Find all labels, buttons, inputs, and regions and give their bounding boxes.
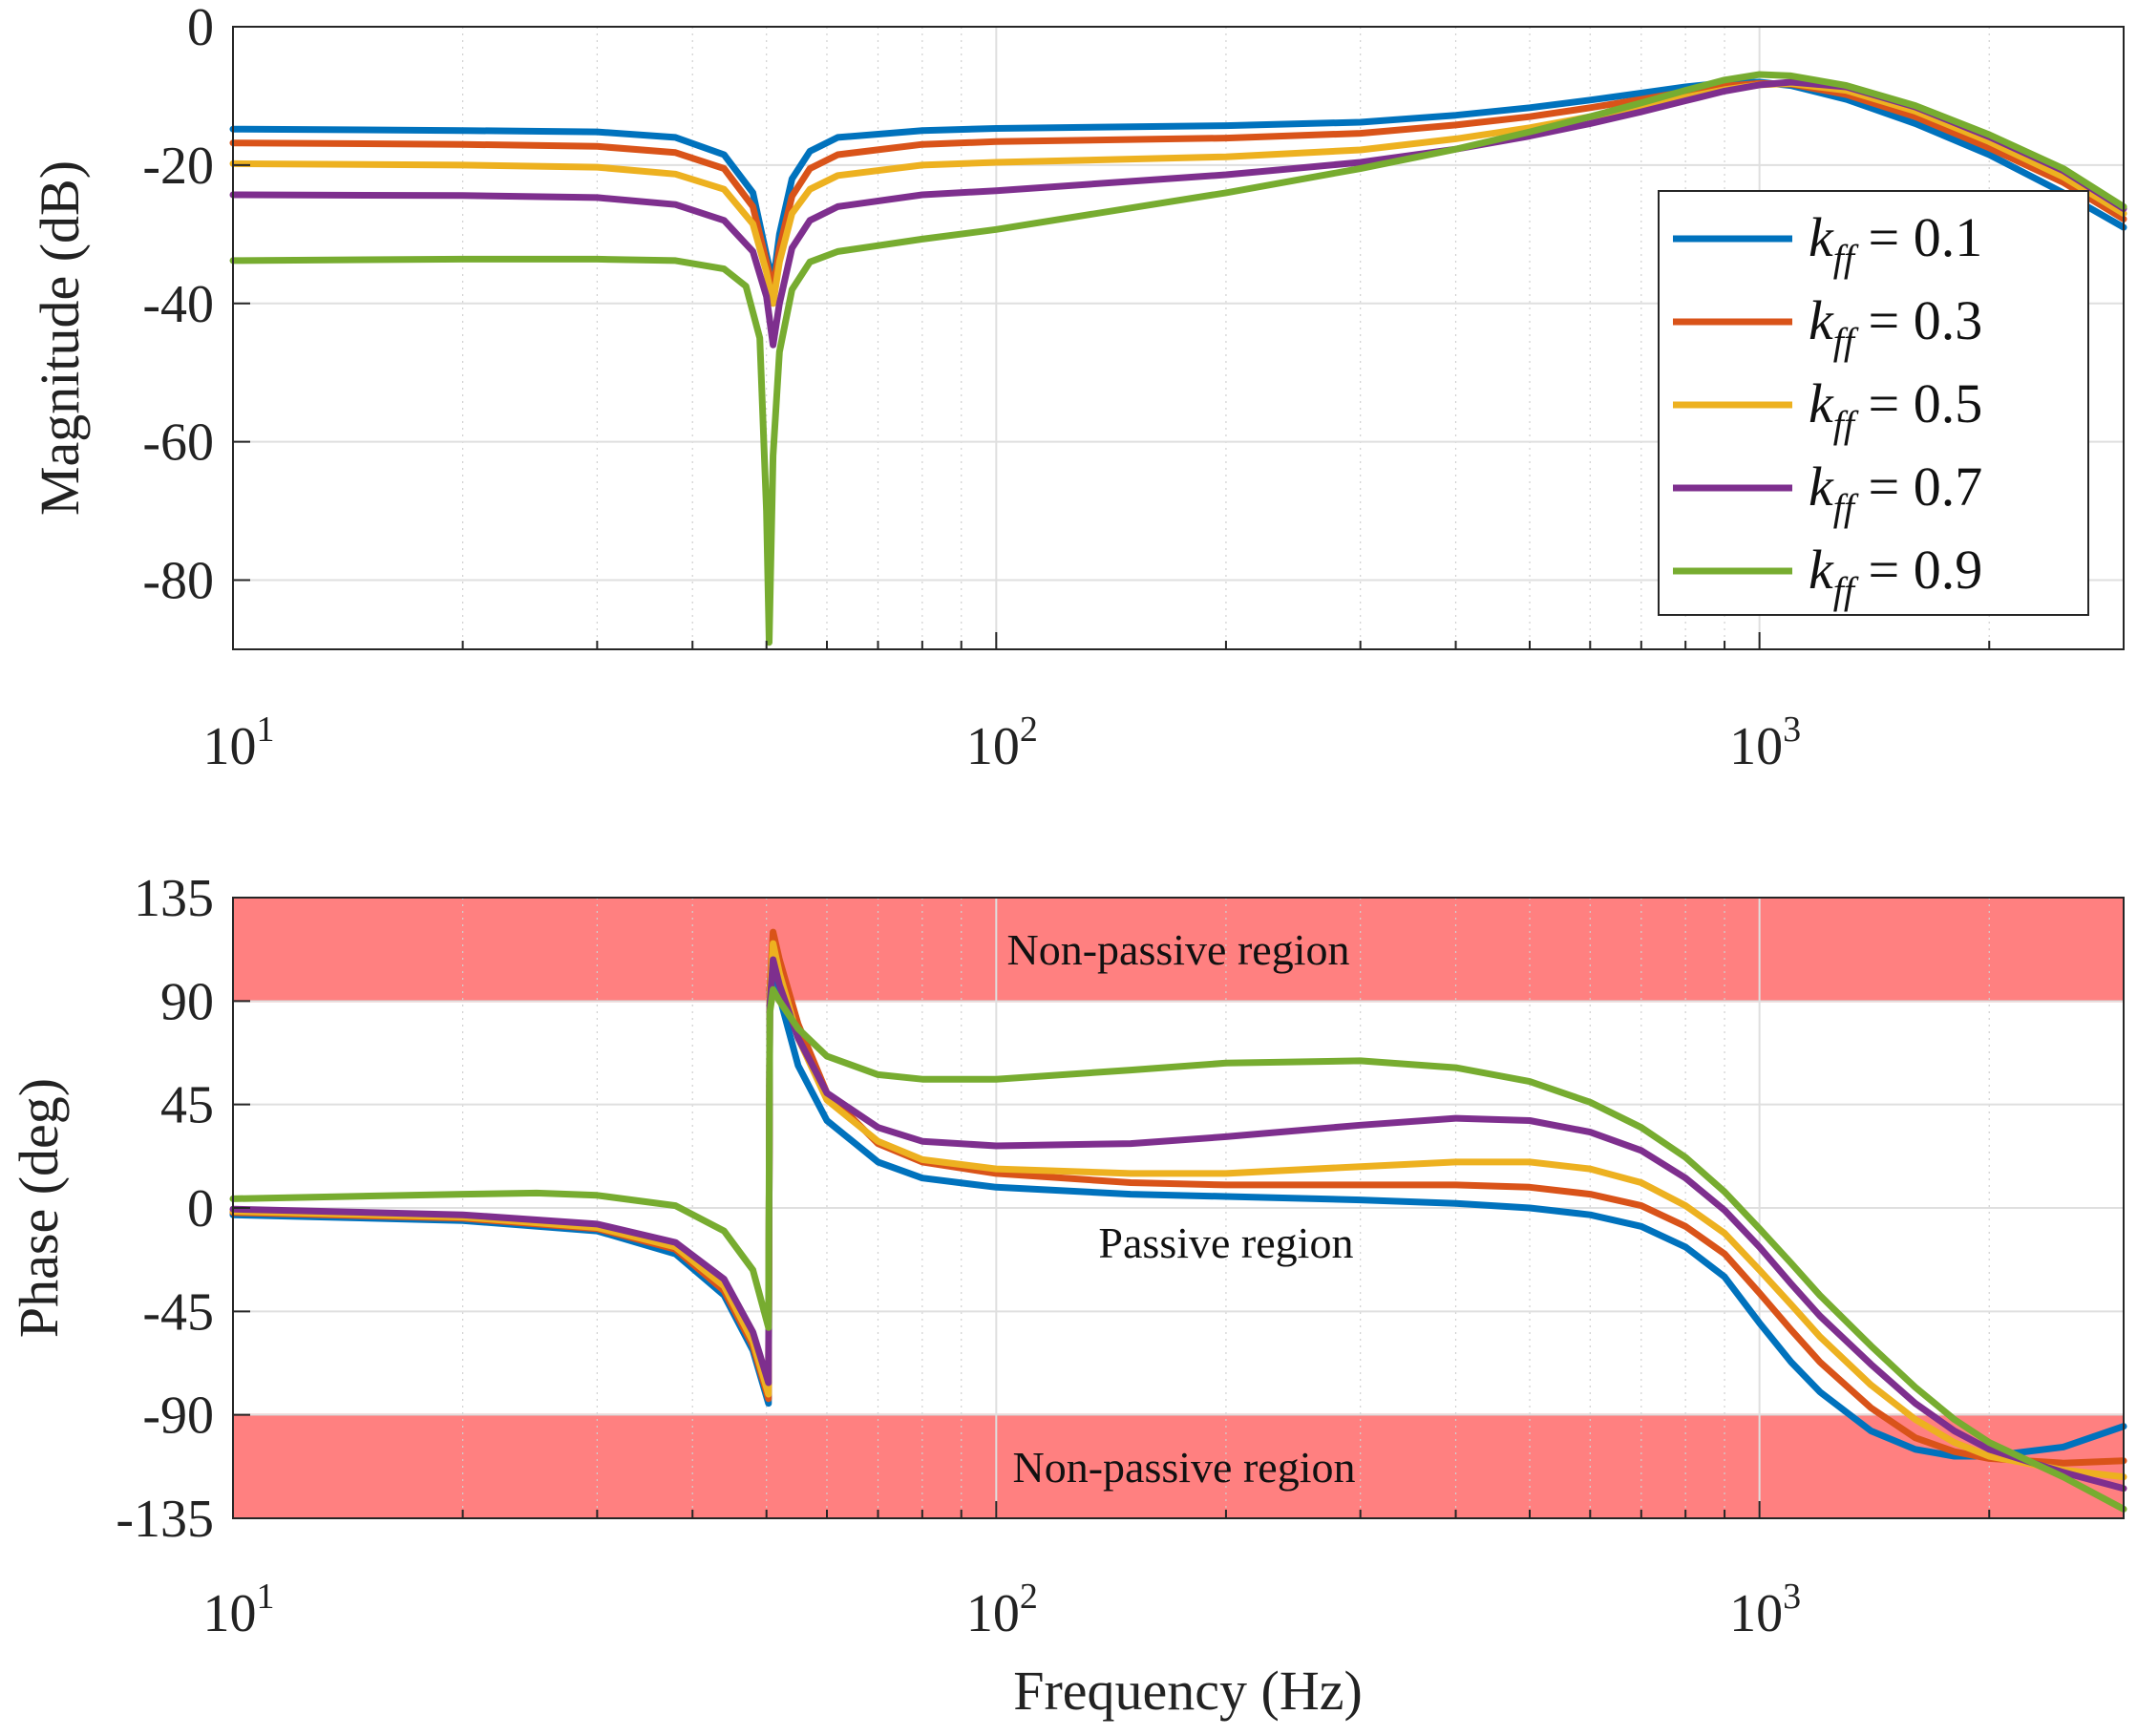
legend-label: kff = 0.1 <box>1809 206 1982 280</box>
legend-entry: kff = 0.9 <box>1673 539 1982 612</box>
magnitude-series-line-5 <box>229 71 2127 646</box>
magnitude-panel: 0 -20 -40 -60 -80 101 102 103 Magnitude (dB) k… <box>29 0 2127 776</box>
legend-label: kff = 0.5 <box>1809 372 1982 446</box>
legend-label: kff = 0.7 <box>1809 455 1982 529</box>
legend-label: kff = 0.9 <box>1809 539 1982 612</box>
x-tick-label: 102 <box>966 709 1038 776</box>
y-tick-label: -80 <box>142 552 214 611</box>
legend-entry: kff = 0.3 <box>1673 289 1982 363</box>
phase-x-tick-labels: 101 102 103 <box>203 1577 1802 1643</box>
y-tick-label: -135 <box>116 1490 214 1549</box>
legend-entry: kff = 0.1 <box>1673 206 1982 280</box>
x-tick-label: 101 <box>203 1577 275 1643</box>
y-tick-label: -40 <box>142 275 214 334</box>
x-tick-label: 103 <box>1729 1577 1801 1643</box>
y-tick-label: 0 <box>187 1179 214 1238</box>
non-passive-region-label: Non-passive region <box>1013 1443 1356 1492</box>
phase-series-line-3 <box>229 940 2127 1481</box>
phase-y-tick-labels: 135 90 45 0 -45 -90 -135 <box>116 869 214 1549</box>
phase-annotations: Passive region <box>1098 1218 1353 1267</box>
y-tick-label: 0 <box>187 0 214 57</box>
phase-panel: Non-passive region Non-passive region 135… <box>8 869 2127 1722</box>
magnitude-axes-frame <box>232 26 2125 650</box>
y-tick-label: -45 <box>142 1282 214 1342</box>
phase-series-line-4 <box>229 956 2127 1493</box>
legend-entry: kff = 0.5 <box>1673 372 1982 446</box>
legend-label: kff = 0.3 <box>1809 289 1982 363</box>
phase-x-axis-title: Frequency (Hz) <box>1013 1660 1363 1722</box>
phase-y-axis-title: Phase (deg) <box>8 1078 70 1338</box>
y-tick-label: 90 <box>160 972 214 1031</box>
phase-series <box>229 928 2127 1513</box>
x-tick-label: 102 <box>966 1577 1038 1643</box>
y-tick-label: -90 <box>142 1387 214 1446</box>
phase-regions: Non-passive region Non-passive region <box>232 897 2125 1519</box>
magnitude-x-tick-labels: 101 102 103 <box>203 709 1802 776</box>
x-tick-label: 103 <box>1729 709 1801 776</box>
magnitude-y-tick-labels: 0 -20 -40 -60 -80 <box>142 0 214 611</box>
phase-series-line-5 <box>229 985 2127 1513</box>
magnitude-y-axis-title: Magnitude (dB) <box>29 160 91 516</box>
non-passive-region-band <box>232 897 2125 1003</box>
y-tick-label: 135 <box>134 869 214 928</box>
non-passive-region-band <box>232 1413 2125 1519</box>
legend-entry: kff = 0.7 <box>1673 455 1982 529</box>
magnitude-series <box>229 71 2127 646</box>
legend: kff = 0.1 kff = 0.3 kff = 0.5 kff = 0.7 kff … <box>1658 190 2089 616</box>
passive-region-label: Passive region <box>1098 1218 1353 1267</box>
magnitude-series-line-4 <box>229 78 2127 349</box>
y-tick-label: -60 <box>142 413 214 473</box>
x-tick-label: 101 <box>203 709 275 776</box>
non-passive-region-label: Non-passive region <box>1007 925 1350 974</box>
y-tick-label: 45 <box>160 1076 214 1135</box>
y-tick-label: -20 <box>142 137 214 196</box>
